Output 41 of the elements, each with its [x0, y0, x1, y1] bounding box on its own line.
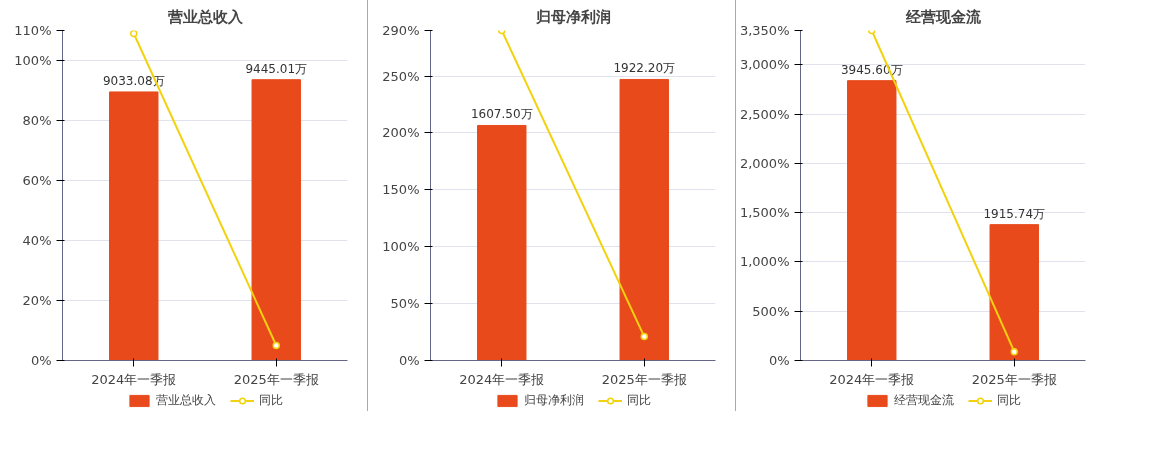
y-tick-label: 80%	[22, 113, 52, 128]
legend-label: 经营现金流	[893, 391, 954, 409]
legend-label: 同比	[626, 391, 651, 409]
category-label: 2024年一季报	[459, 371, 545, 387]
category-label: 2025年一季报	[233, 371, 319, 387]
y-tick-label: 2,000%	[739, 155, 790, 171]
data-label: 1922.20万	[613, 61, 676, 76]
y-tick-label: 1,500%	[739, 205, 790, 221]
y-tick-label: 3,000%	[739, 57, 790, 73]
legend-label: 营业总收入	[155, 391, 216, 409]
y-tick-label: 110%	[14, 23, 52, 38]
y-tick-label: 0%	[768, 353, 790, 368]
y-tick-label: 0%	[30, 353, 52, 368]
y-tick-label: 150%	[382, 182, 420, 198]
chart-title: 归母净利润	[534, 7, 611, 26]
category-label: 2025年一季报	[601, 371, 687, 387]
y-tick-label: 500%	[752, 303, 790, 319]
y-tick-label: 2,500%	[739, 106, 790, 122]
data-label: 1915.74万	[983, 206, 1046, 221]
chart-title: 营业总收入	[166, 7, 244, 26]
y-tick-label: 200%	[382, 125, 420, 141]
y-tick-label: 100%	[14, 53, 52, 68]
category-label: 2025年一季报	[971, 371, 1057, 387]
legend-label: 同比	[258, 391, 283, 409]
y-tick-label: 60%	[22, 173, 52, 188]
y-tick-label: 250%	[382, 68, 420, 84]
y-tick-label: 50%	[390, 296, 420, 312]
y-tick-label: 1,000%	[739, 254, 790, 270]
y-tick-label: 3,350%	[739, 23, 790, 38]
y-tick-label: 100%	[382, 239, 420, 255]
data-label: 9445.01万	[245, 61, 308, 76]
data-label: 1607.50万	[470, 107, 533, 122]
legend-label: 归母净利润	[523, 391, 584, 409]
y-tick-label: 290%	[382, 23, 420, 38]
category-label: 2024年一季报	[91, 371, 177, 387]
legend-label: 同比	[996, 391, 1021, 409]
chart-title: 经营现金流	[904, 7, 982, 26]
category-label: 2024年一季报	[829, 371, 915, 387]
y-tick-label: 0%	[398, 353, 420, 368]
y-tick-label: 40%	[22, 233, 52, 248]
y-tick-label: 20%	[22, 293, 52, 308]
